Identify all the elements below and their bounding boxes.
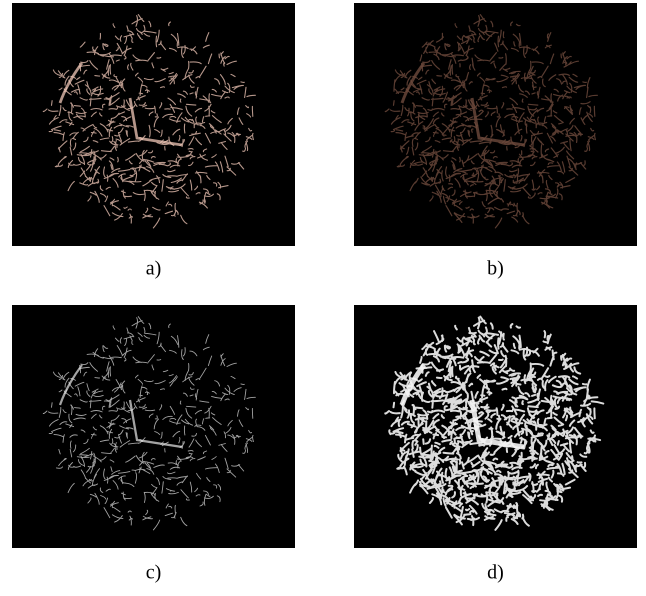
image-panel: a) bbox=[12, 3, 295, 280]
panel-caption: a) bbox=[146, 258, 162, 280]
image-background bbox=[12, 3, 295, 246]
image-panel: c) bbox=[12, 305, 295, 584]
image-panel: b) bbox=[354, 3, 637, 280]
panel-caption: c) bbox=[146, 562, 162, 584]
image-panel: d) bbox=[354, 305, 637, 584]
panel-caption: b) bbox=[487, 258, 504, 280]
page: a)b)c)d) (() => { const data = JSON.pars… bbox=[0, 0, 646, 591]
panel-caption: d) bbox=[487, 562, 504, 584]
image-background bbox=[354, 3, 637, 246]
figure: a) b) c) d) bbox=[0, 0, 646, 591]
image-background bbox=[12, 305, 295, 548]
